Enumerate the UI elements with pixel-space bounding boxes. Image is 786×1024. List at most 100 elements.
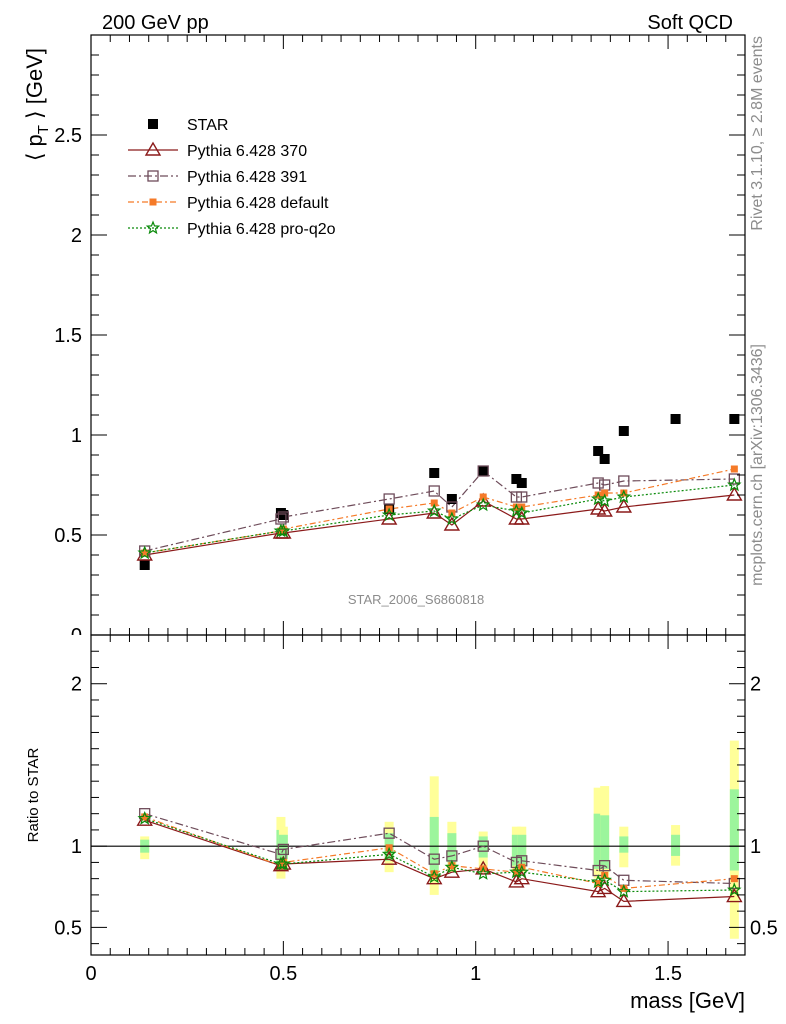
main-series-3-point: [594, 491, 602, 499]
legend-label: STAR: [187, 117, 228, 134]
legend-label: Pythia 6.428 370: [187, 143, 307, 160]
header-left-label: 200 GeV pp: [102, 12, 209, 34]
ratio-series-3-point: [475, 866, 491, 880]
main-star-data-point: [429, 468, 440, 478]
ratio-y-tick-label-right: 2: [750, 674, 761, 696]
main-series-3-point: [430, 499, 438, 507]
ratio-series-2-point: [141, 813, 149, 821]
ratio-series-2-point: [430, 870, 438, 878]
main-series-3-point: [730, 465, 738, 473]
ratio-inner-band: [517, 834, 527, 866]
ratio-series-0-point: [615, 893, 633, 908]
ratio-y-tick-label: 0.5: [54, 917, 82, 939]
main-series-1-line: [144, 494, 735, 556]
main-star-data-point: [516, 478, 527, 488]
main-series-2-point: [428, 485, 440, 497]
ratio-series-0-point: [508, 873, 525, 888]
ratio-series-1-point: [277, 843, 290, 856]
legend-label: Pythia 6.428 default: [187, 195, 329, 212]
main-star-data-point: [478, 466, 489, 476]
main-series-2-point: [277, 511, 290, 523]
main-star-data-point: [599, 454, 610, 464]
main-series-4-point: [597, 493, 612, 508]
legend-label: Pythia 6.428 pro-q2o: [187, 221, 336, 238]
x-tick-label: 1: [470, 963, 481, 985]
ratio-series-3-point: [514, 864, 530, 879]
ratio-inner-band: [600, 815, 610, 869]
legend-label: Pythia 6.428 391: [187, 169, 307, 186]
ratio-series-3-point: [381, 846, 397, 861]
main-series-4-point: [475, 497, 491, 512]
legend-marker: [147, 170, 159, 182]
ratio-series-2-point: [448, 862, 456, 870]
ratio-series-0-point: [589, 883, 607, 898]
main-star-data-point: [278, 510, 289, 520]
main-series-4-point: [590, 491, 606, 506]
ratio-y-axis-label: Ratio to STAR: [25, 747, 42, 842]
legend-marker: [149, 198, 157, 206]
ratio-inner-band: [278, 834, 288, 860]
ratio-series-2-point: [620, 884, 628, 892]
main-y-tick-label: 2: [71, 225, 82, 247]
ratio-series-3-point: [616, 883, 632, 898]
ratio-series-1-point: [383, 827, 395, 839]
main-series-2-point: [516, 491, 528, 503]
ratio-inner-band: [447, 833, 457, 863]
ratio-y-tick-label: 2: [71, 674, 82, 696]
main-series-4-point: [276, 523, 291, 538]
legend-marker: [144, 141, 162, 156]
main-series-2-point: [477, 465, 489, 477]
main-star-data-point: [618, 426, 629, 436]
ratio-series-3-point: [276, 856, 291, 871]
main-star-data-point: [511, 474, 522, 484]
ratio-series-3-point: [426, 869, 442, 884]
main-series-4-point: [444, 511, 460, 526]
main-series-1-point: [615, 498, 633, 513]
ratio-inner-band: [729, 789, 739, 871]
legend: STAR Pythia 6.428 370 Pythia 6.428 391 Pyth…: [128, 117, 336, 238]
main-series-4-point: [381, 507, 397, 522]
main-series-4-point: [727, 477, 742, 492]
ratio-series-2-point: [594, 880, 602, 888]
ratio-y-tick-label-right: 0.5: [750, 917, 778, 939]
main-series-1-point: [443, 516, 461, 531]
main-series-1-point: [596, 502, 613, 517]
main-series-2-point: [592, 477, 604, 489]
ratio-series-0-point: [596, 880, 613, 895]
main-series-3-point: [512, 503, 520, 511]
main-series-3-point: [479, 493, 487, 501]
ratio-series-3-point: [597, 872, 612, 887]
ratio-series-3-point: [590, 874, 606, 889]
legend-marker: [148, 119, 158, 129]
main-series-2-line: [144, 470, 735, 552]
ratio-series-1-point: [428, 853, 440, 865]
main-y-axis-label: ⟨ pT ⟩ [GeV]: [22, 48, 52, 161]
ratio-series-1-point: [599, 860, 611, 872]
mcplots-reference-label: mcplots.cern.ch [arXiv:1306.3436]: [749, 344, 766, 586]
main-series-1-point: [726, 486, 743, 501]
main-star-data-point: [446, 494, 457, 504]
main-y-tick-label: 1.5: [54, 325, 82, 347]
main-series-4-point: [616, 489, 632, 504]
ratio-inner-band: [478, 836, 488, 858]
main-star-data-point: [729, 414, 740, 424]
analysis-id-label: STAR_2006_S6860818: [348, 592, 484, 607]
ratio-y-tick-label: 1: [71, 836, 82, 858]
ratio-series-2-point: [730, 875, 738, 883]
ratio-series-2-line: [144, 816, 735, 890]
main-y-zero-label: 0: [71, 625, 82, 647]
main-series-2-point: [383, 493, 395, 505]
main-y-tick-label: 1: [71, 425, 82, 447]
main-series-3-point: [141, 549, 149, 557]
main-series-4-point: [514, 505, 530, 520]
legend-marker: [145, 220, 161, 235]
main-series-2-point: [728, 473, 740, 485]
main-series-4-point: [426, 503, 442, 518]
main-series-3-point: [601, 489, 609, 497]
rivet-version-label: Rivet 3.1.10, ≥ 2.8M events: [749, 36, 766, 231]
ratio-series-2-point: [512, 868, 520, 876]
main-star-data-point: [670, 414, 681, 424]
main-series-2-point: [618, 475, 630, 487]
main-y-tick-label: 2.5: [54, 125, 82, 147]
